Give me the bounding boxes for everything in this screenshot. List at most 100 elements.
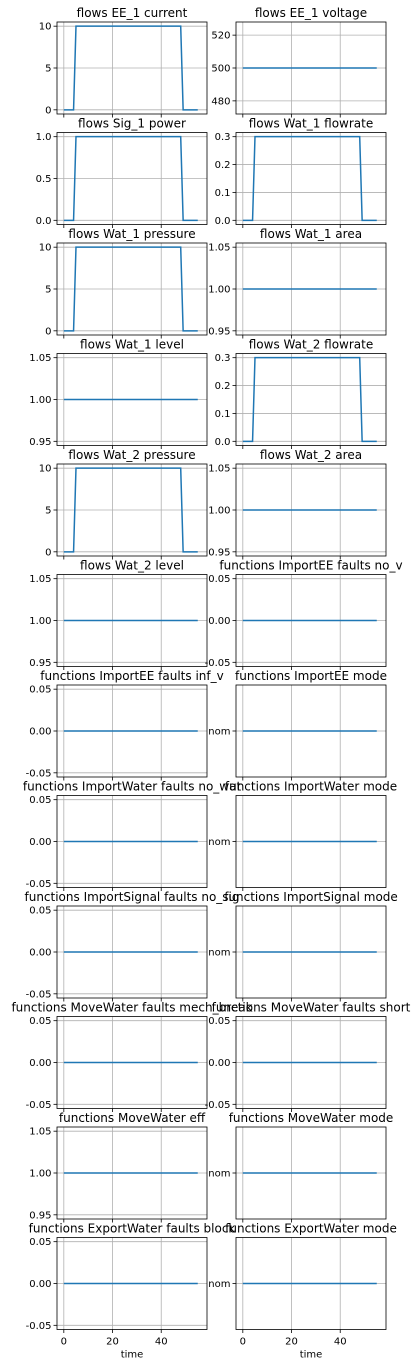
y-tick-label: 0.05 [29, 1237, 51, 1248]
subplot-title: functions ImportSignal faults no_sig [24, 890, 239, 904]
y-tick-label: 0.05 [208, 1016, 230, 1027]
y-tick-label: 0.05 [29, 685, 51, 696]
subplot-title: functions ImportEE mode [235, 669, 387, 683]
subplot-title: flows Wat_1 area [260, 227, 362, 241]
y-tick-label: 0.05 [208, 574, 230, 585]
series-line [63, 25, 198, 111]
y-tick-label: 0.2 [215, 160, 231, 171]
subplot-title: flows EE_1 current [77, 6, 188, 20]
y-tick-label: 1.05 [29, 353, 51, 364]
y-tick-label: -0.05 [26, 1321, 52, 1332]
y-tick-label: 1.00 [29, 616, 51, 627]
axes-frame [235, 132, 387, 225]
series-line [63, 246, 198, 332]
series-line [242, 135, 377, 222]
subplot-title: flows Wat_2 area [260, 448, 362, 462]
y-tick-label: 480 [211, 96, 230, 107]
subplot: 0 5 10 flows Wat_2 pressure [39, 448, 208, 560]
subplot: -0.05 0.00 0.05 functions ImportSignal faul… [24, 890, 240, 1002]
y-tick-label: 0.0 [215, 216, 231, 227]
y-tick-label: 0.3 [215, 132, 231, 143]
subplot: nom functions MoveWater mode [208, 1111, 393, 1223]
subplot: nom functions ImportEE mode [208, 669, 387, 781]
y-tick-label: 520 [211, 31, 230, 42]
y-tick-label: 10 [39, 243, 52, 254]
y-tick-label: 0.1 [215, 409, 231, 420]
x-tick-label: 0 [61, 1337, 67, 1348]
subplot-title: flows EE_1 voltage [255, 6, 367, 20]
subplot-title: functions ImportWater faults no_wat [23, 780, 242, 794]
x-tick-label: 40 [334, 1337, 347, 1348]
y-tick-label: 1.05 [29, 574, 51, 585]
subplot-title: functions ExportWater mode [225, 1222, 397, 1236]
x-tick-label: 40 [155, 1337, 168, 1348]
series-line [63, 135, 198, 222]
subplot-title: flows Sig_1 power [78, 117, 186, 131]
y-tick-label: 5 [45, 64, 51, 75]
y-tick-label: 0.95 [29, 1210, 51, 1221]
series-line [242, 356, 377, 443]
y-tick-label: 10 [39, 22, 52, 33]
subplot: 0 5 10 flows Wat_1 pressure [39, 227, 208, 339]
subplot: nom functions ImportSignal mode [208, 890, 398, 1002]
subplot: 0 5 10 flows EE_1 current [39, 6, 208, 118]
y-tick-label: 0 [45, 547, 51, 558]
y-tick-label: 0.2 [215, 381, 231, 392]
y-tick-label: 0 [45, 326, 51, 337]
y-tick-label: nom [208, 837, 230, 848]
y-tick-label: -0.05 [26, 1100, 52, 1111]
y-tick-label: 0.0 [36, 216, 52, 227]
y-tick-label: nom [208, 948, 230, 959]
y-tick-label: nom [208, 727, 230, 738]
y-tick-label: 0.3 [215, 353, 231, 364]
y-tick-label: 1.00 [208, 285, 230, 296]
y-tick-label: 0 [45, 105, 51, 116]
y-tick-label: 0.00 [208, 1058, 230, 1069]
x-tick-label: 20 [106, 1337, 119, 1348]
y-tick-label: 500 [211, 64, 230, 75]
y-tick-label: 0.95 [29, 437, 51, 448]
y-tick-label: 0.00 [29, 727, 51, 738]
y-tick-label: 0.0 [215, 437, 231, 448]
subplot: 0.95 1.00 1.05 flows Wat_2 area [208, 448, 387, 560]
y-tick-label: 0.00 [29, 1279, 51, 1290]
y-tick-label: 0.95 [29, 658, 51, 669]
subplot-title: functions ExportWater faults block [29, 1222, 236, 1236]
x-axis-label: time [300, 1350, 323, 1361]
y-tick-label: 10 [39, 464, 52, 475]
subplot-title: functions ImportSignal mode [224, 890, 398, 904]
y-tick-label: 1.05 [208, 243, 230, 254]
subplot-title: functions MoveWater faults mech_break [11, 1001, 252, 1015]
y-tick-label: nom [208, 1169, 230, 1180]
y-tick-label: 1.00 [29, 395, 51, 406]
subplot-title: flows Wat_1 flowrate [249, 117, 373, 131]
subplot: 0.0 0.1 0.2 0.3 flows Wat_2 flowrate [215, 338, 387, 449]
subplot: 0.0 0.1 0.2 0.3 flows Wat_1 flowrate [215, 117, 387, 228]
y-tick-label: 1.05 [208, 464, 230, 475]
y-tick-label: 1.00 [29, 1169, 51, 1180]
y-tick-label: 0.05 [29, 906, 51, 917]
subplot-title: flows Wat_1 level [80, 338, 184, 352]
subplot: 480 500 520 flows EE_1 voltage [211, 6, 387, 118]
y-tick-label: 0.05 [29, 1016, 51, 1027]
x-axis-label: time [121, 1350, 144, 1361]
y-tick-label: 0.1 [215, 188, 231, 199]
y-tick-label: -0.05 [26, 879, 52, 890]
subplot: 0.0 0.5 1.0 flows Sig_1 power [36, 117, 208, 228]
y-tick-label: -0.05 [26, 768, 52, 779]
subplot: 0.95 1.00 1.05 functions MoveWater eff [29, 1111, 208, 1223]
y-tick-label: 1.05 [29, 1127, 51, 1138]
subplot: nom functions ImportWater mode [208, 780, 397, 891]
subplot: 0 20 40 nom functions ExportWater mode time [208, 1222, 397, 1361]
y-tick-label: 0.00 [208, 616, 230, 627]
y-tick-label: 0.00 [29, 948, 51, 959]
y-tick-label: 0.00 [29, 837, 51, 848]
subplot-title: flows Wat_2 level [80, 559, 184, 573]
y-tick-label: 0.95 [208, 326, 230, 337]
y-tick-label: 1.0 [36, 132, 52, 143]
y-tick-label: 0.5 [36, 174, 52, 185]
